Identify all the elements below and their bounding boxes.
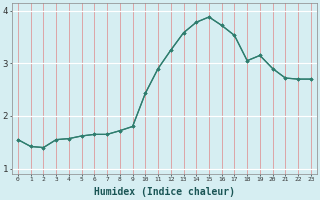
X-axis label: Humidex (Indice chaleur): Humidex (Indice chaleur): [94, 187, 235, 197]
